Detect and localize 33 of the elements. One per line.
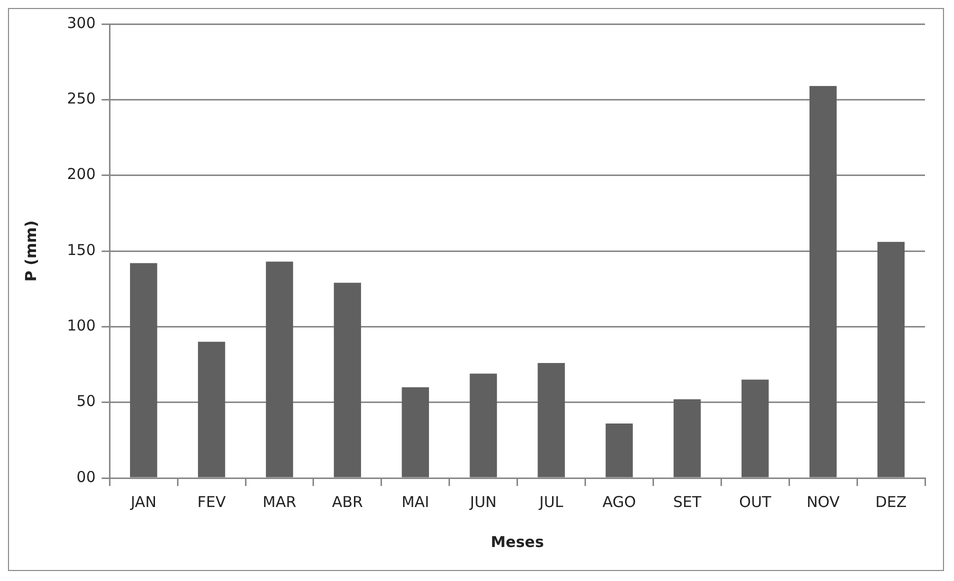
bar [334, 282, 362, 478]
x-axis-title: Meses [490, 532, 544, 551]
bar [606, 424, 633, 478]
x-tick-label: ABR [332, 492, 363, 511]
x-tick-label: JUN [469, 492, 497, 511]
x-tick-label: NOV [806, 492, 840, 511]
y-tick-label: 00 [76, 468, 96, 486]
x-tick-label: OUT [739, 492, 772, 511]
bar [809, 86, 837, 478]
x-tick-label: FEV [197, 492, 226, 511]
bar [130, 263, 158, 478]
x-tick-label: MAR [262, 492, 296, 511]
y-tick-label: 250 [66, 90, 96, 108]
y-axis-title: P (mm) [22, 220, 40, 282]
bar [470, 374, 497, 478]
bar [877, 242, 905, 478]
y-tick-label: 100 [66, 316, 96, 335]
bar [674, 399, 701, 478]
x-tick-label: DEZ [875, 492, 907, 511]
y-tick-label: 150 [66, 240, 96, 259]
bar [538, 362, 565, 478]
x-tick-label: MAI [402, 492, 430, 511]
y-tick-label: 300 [66, 14, 96, 32]
x-tick-label: AGO [602, 492, 636, 511]
y-tick-label: 200 [66, 165, 96, 184]
x-tick-label: JUL [538, 492, 564, 511]
x-tick-label: JAN [130, 492, 156, 511]
y-tick-label: 50 [76, 392, 96, 410]
bar [266, 262, 294, 478]
bar [198, 342, 226, 478]
bar [402, 387, 429, 478]
bar [742, 380, 769, 478]
x-tick-label: SET [673, 492, 702, 511]
